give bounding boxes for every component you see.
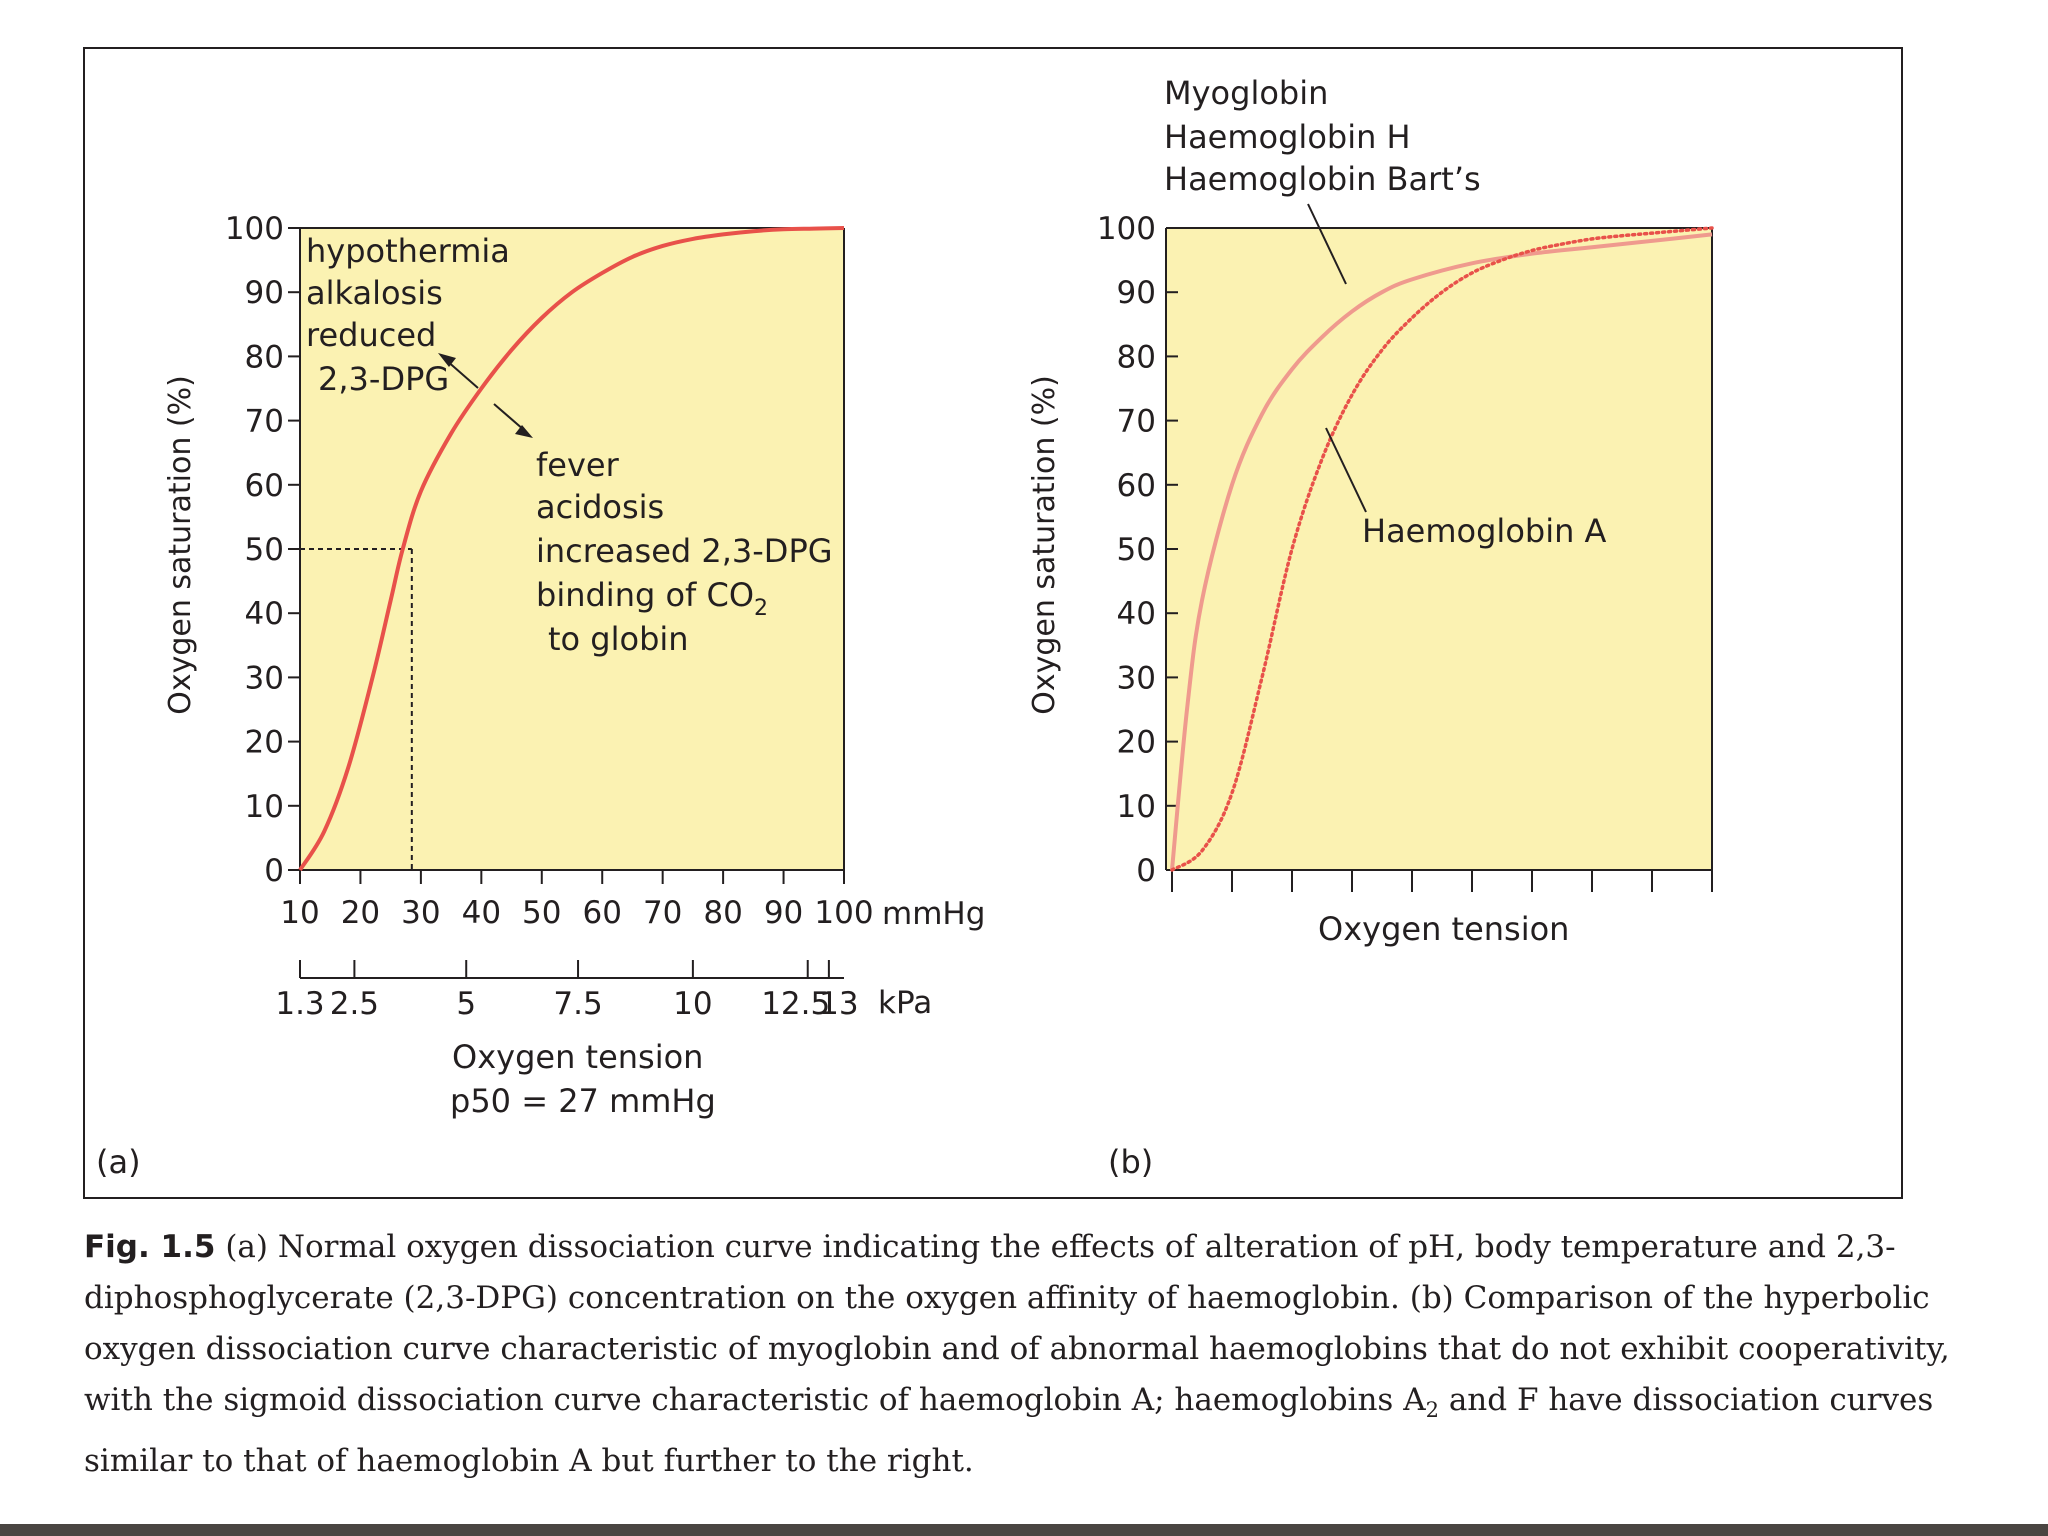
panel-b-plot-area — [1166, 228, 1712, 870]
panel-a-y-tick-label: 60 — [245, 468, 284, 504]
panel-b-y-tick-label: 70 — [1117, 404, 1156, 440]
panel-a-x-axis-label: Oxygen tension — [452, 1038, 703, 1076]
annotation-right-shift-4-text: binding of CO — [536, 576, 754, 614]
annotation-co2-subscript: 2 — [754, 596, 768, 621]
panel-a-kpa-tick-label: 2.5 — [330, 986, 379, 1022]
panel-a-x-tick-label: 90 — [764, 895, 803, 931]
caption-line-4-text: with the sigmoid dissociation curve char… — [84, 1382, 1426, 1418]
panel-b-y-tick-label: 90 — [1117, 275, 1156, 311]
caption-a2-subscript: 2 — [1425, 1398, 1439, 1423]
panel-b-y-tick-label: 60 — [1117, 468, 1156, 504]
annotation-right-shift-1: fever — [536, 446, 620, 484]
panel-a-kpa-tick-label: 7.5 — [553, 986, 602, 1022]
annotation-left-shift-4: 2,3-DPG — [318, 360, 449, 398]
panel-b-y-tick-label: 100 — [1097, 211, 1156, 247]
annotation-right-shift-3: increased 2,3-DPG — [536, 532, 833, 570]
panel-a-label: (a) — [96, 1143, 141, 1181]
panel-a-p50-label: p50 = 27 mmHg — [450, 1082, 716, 1120]
caption-line-2: diphosphoglycerate (2,3-DPG) concentrati… — [84, 1280, 1930, 1316]
panel-a-x-tick-label: 10 — [280, 895, 319, 931]
panel-a-kpa-tick-label: 1.3 — [275, 986, 324, 1022]
panel-b-x-axis-label: Oxygen tension — [1318, 910, 1569, 948]
panel-b-y-tick-label: 50 — [1117, 532, 1156, 568]
annotation-right-shift-5: to globin — [548, 620, 689, 658]
panel-a-x-tick-label: 80 — [703, 895, 742, 931]
panel-b-y-tick-label: 80 — [1117, 339, 1156, 375]
panel-a-y-tick-label: 40 — [245, 596, 284, 632]
panel-a-x-tick-label: 100 — [814, 895, 873, 931]
panel-a-x-tick-label: 30 — [401, 895, 440, 931]
panel-a-y-tick-label: 100 — [225, 211, 284, 247]
panel-a-mmhg-unit: mmHg — [882, 896, 985, 932]
panel-b-y-axis-label: Oxygen saturation (%) — [1027, 375, 1062, 715]
panel-a-y-tick-label: 50 — [245, 532, 284, 568]
panel-a-x-tick-label: 20 — [341, 895, 380, 931]
left-shift-arrow — [438, 353, 479, 389]
panel-a-kpa-tick-label: 10 — [673, 986, 712, 1022]
panel-a-kpa-unit: kPa — [878, 985, 932, 1021]
panel-a-y-tick-label: 20 — [245, 725, 284, 761]
figure-caption: Fig. 1.5 (a) Normal oxygen dissociation … — [84, 1222, 1984, 1487]
haemoglobin-a-curve — [1170, 226, 1714, 872]
right-shift-arrow — [493, 403, 533, 438]
panel-a-kpa-tick-label: 13 — [819, 986, 858, 1022]
caption-line-1-text: (a) Normal oxygen dissociation curve ind… — [215, 1229, 1896, 1265]
caption-line-3: oxygen dissociation curve characteristic… — [84, 1331, 1950, 1367]
label-haemoglobin-h: Haemoglobin H — [1164, 118, 1411, 156]
panel-a-x-tick-label: 70 — [643, 895, 682, 931]
panel-b-y-tick-label: 30 — [1117, 660, 1156, 696]
label-haemoglobin-barts: Haemoglobin Bart’s — [1164, 160, 1481, 198]
annotation-right-shift-2: acidosis — [536, 488, 664, 526]
panel-a: 0 10 20 30 40 50 60 70 80 90 100 10 20 30 40 50 60 70 80 9… — [96, 211, 985, 1181]
leader-myoglobin — [1307, 203, 1347, 285]
leader-haemoglobin-a — [1325, 427, 1367, 513]
panel-a-x-tick-label: 50 — [522, 895, 561, 931]
panel-a-oxygen-curve — [298, 226, 845, 872]
annotation-left-shift-1: hypothermia — [306, 232, 510, 270]
panel-a-kpa-tick-label: 12.5 — [761, 986, 830, 1022]
panel-a-kpa-tick-label: 5 — [456, 986, 476, 1022]
panel-a-y-tick-label: 0 — [264, 853, 284, 889]
panel-a-x-tick-label: 60 — [582, 895, 621, 931]
annotation-left-shift-3: reduced — [306, 316, 436, 354]
panel-a-y-tick-label: 80 — [245, 339, 284, 375]
panel-b-y-tick-label: 0 — [1136, 853, 1156, 889]
label-haemoglobin-a: Haemoglobin A — [1362, 512, 1607, 550]
panel-b-label: (b) — [1108, 1143, 1153, 1181]
panel-b-y-tick-label: 20 — [1117, 725, 1156, 761]
panel-a-x-tick-label: 40 — [462, 895, 501, 931]
panel-a-y-tick-label: 90 — [245, 275, 284, 311]
annotation-right-shift-4: binding of CO2 — [536, 576, 768, 621]
caption-line-4: with the sigmoid dissociation curve char… — [84, 1375, 1984, 1436]
panel-a-y-tick-label: 10 — [245, 789, 284, 825]
panel-a-y-tick-label: 30 — [245, 660, 284, 696]
panel-a-y-tick-label: 70 — [245, 404, 284, 440]
caption-line-4-rest: and F have dissociation curves — [1438, 1382, 1934, 1418]
panel-a-y-axis-label: Oxygen saturation (%) — [163, 375, 198, 715]
caption-figure-label: Fig. 1.5 — [84, 1229, 216, 1265]
panel-b-y-tick-label: 40 — [1117, 596, 1156, 632]
myoglobin-curve — [1170, 232, 1713, 871]
label-myoglobin: Myoglobin — [1164, 74, 1328, 112]
panel-b: 0 10 20 30 40 50 60 70 80 90 100 Oxygen saturation… — [1027, 74, 1714, 1181]
caption-line-1: Fig. 1.5 (a) Normal oxygen dissociation … — [84, 1222, 1984, 1273]
caption-line-5: similar to that of haemoglobin A but fur… — [84, 1443, 974, 1480]
window-bottom-edge — [0, 1524, 2048, 1536]
panel-b-y-tick-label: 10 — [1117, 789, 1156, 825]
annotation-left-shift-2: alkalosis — [306, 274, 443, 312]
